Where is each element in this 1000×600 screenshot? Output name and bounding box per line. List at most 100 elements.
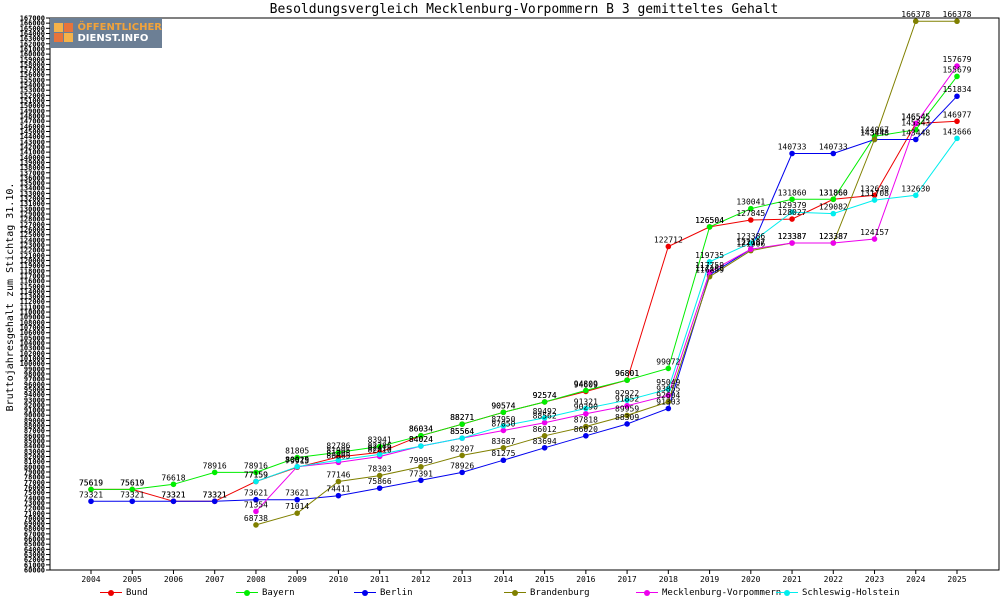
legend-label: Mecklenburg-Vorpommern: [662, 588, 782, 598]
data-point: [830, 210, 837, 217]
legend-swatch: [776, 588, 798, 598]
y-tick-label: 87000: [24, 427, 45, 435]
data-label: 73321: [203, 490, 227, 499]
x-tick-label: 2024: [906, 575, 925, 584]
y-tick-label: 123000: [20, 241, 45, 249]
data-label: 94609: [574, 380, 598, 389]
data-label: 75619: [79, 478, 103, 487]
data-point: [500, 427, 507, 434]
y-tick-label: 164000: [20, 30, 45, 38]
data-point: [459, 452, 465, 459]
legend-item: Brandenburg: [504, 588, 590, 598]
data-label: 123387: [778, 232, 807, 241]
data-label: 73321: [203, 490, 227, 499]
y-tick-label: 154000: [20, 82, 45, 90]
data-label: 84024: [409, 435, 433, 444]
data-label: 73321: [161, 490, 185, 499]
site-logo: ÖFFENTLICHER DIENST.INFO: [50, 18, 162, 48]
data-point: [954, 63, 960, 69]
y-tick-label: 73000: [24, 499, 45, 507]
y-tick-label: 148000: [20, 113, 45, 121]
y-tick-label: 110000: [20, 309, 45, 317]
data-label: 117759: [695, 261, 724, 270]
data-label: 129379: [778, 201, 807, 210]
data-label: 91852: [615, 395, 639, 404]
logo-line2: DIENST.INFO: [77, 33, 149, 44]
data-label: 96801: [615, 369, 639, 378]
data-label: 86012: [533, 425, 557, 434]
data-label: 124157: [860, 228, 889, 237]
y-tick-label: 113000: [20, 293, 45, 301]
data-label: 92922: [615, 389, 639, 398]
data-label: 91303: [656, 398, 680, 407]
chart-title: Besoldungsvergleich Mecklenburg-Vorpomme…: [270, 2, 779, 17]
data-point: [541, 419, 548, 426]
y-tick-label: 155000: [20, 76, 45, 84]
y-tick-label: 117000: [20, 272, 45, 280]
y-tick-label: 131000: [20, 200, 45, 208]
data-label: 82786: [368, 441, 392, 450]
data-point: [583, 423, 589, 430]
data-label: 85564: [450, 427, 474, 436]
data-point: [871, 236, 878, 242]
data-label: 146545: [901, 113, 930, 122]
data-point: [335, 457, 342, 463]
x-tick-label: 2017: [617, 575, 636, 584]
y-tick-label: 149000: [20, 107, 45, 115]
data-point: [376, 443, 383, 450]
data-label: 78916: [244, 461, 268, 470]
data-point: [541, 415, 548, 421]
y-tick-label: 144000: [20, 133, 45, 141]
data-point: [294, 454, 300, 461]
data-label: 73621: [285, 489, 309, 498]
data-point: [376, 451, 383, 458]
data-point: [789, 150, 795, 157]
y-tick-label: 101000: [20, 355, 45, 363]
data-label: 90574: [491, 401, 515, 410]
legend-label: Bayern: [262, 588, 295, 598]
y-tick-label: 121000: [20, 252, 45, 260]
y-tick-label: 127000: [20, 221, 45, 229]
x-tick-label: 2012: [411, 575, 430, 584]
data-label: 131708: [860, 189, 889, 198]
legend-swatch: [636, 588, 658, 598]
legend-swatch: [504, 588, 526, 598]
y-tick-label: 75000: [24, 489, 45, 497]
data-point: [954, 135, 960, 142]
data-label: 73321: [161, 490, 185, 499]
data-label: 143666: [943, 127, 972, 136]
y-tick-label: 153000: [20, 87, 45, 95]
data-label: 146977: [943, 110, 972, 119]
y-tick-label: 166000: [20, 20, 45, 28]
y-tick-label: 91000: [24, 407, 45, 415]
data-point: [294, 496, 300, 503]
legend-label: Bund: [126, 588, 148, 598]
x-tick-label: 2018: [659, 575, 678, 584]
data-label: 84024: [409, 435, 433, 444]
y-tick-label: 88000: [24, 422, 45, 430]
data-label: 91321: [574, 397, 598, 406]
data-point: [500, 409, 507, 416]
data-label: 122187: [736, 238, 765, 247]
data-point: [624, 402, 630, 409]
data-point: [954, 18, 960, 25]
data-label: 96801: [615, 369, 639, 378]
data-label: 155679: [943, 65, 972, 74]
data-point: [129, 486, 136, 493]
data-label: 90574: [491, 401, 515, 410]
y-tick-label: 150000: [20, 102, 45, 110]
y-tick-label: 163000: [20, 35, 45, 43]
y-tick-label: 161000: [20, 45, 45, 53]
data-point: [624, 412, 630, 419]
y-tick-label: 105000: [20, 334, 45, 342]
data-label: 123387: [819, 232, 848, 241]
y-tick-label: 86000: [24, 432, 45, 440]
legend-swatch: [100, 588, 122, 598]
data-point: [789, 216, 795, 222]
y-tick-label: 118000: [20, 267, 45, 275]
series-line-3: [255, 20, 957, 526]
data-label: 143448: [901, 129, 930, 138]
x-tick-label: 2010: [329, 575, 348, 584]
data-label: 88562: [533, 412, 557, 421]
data-label: 87950: [491, 415, 515, 424]
